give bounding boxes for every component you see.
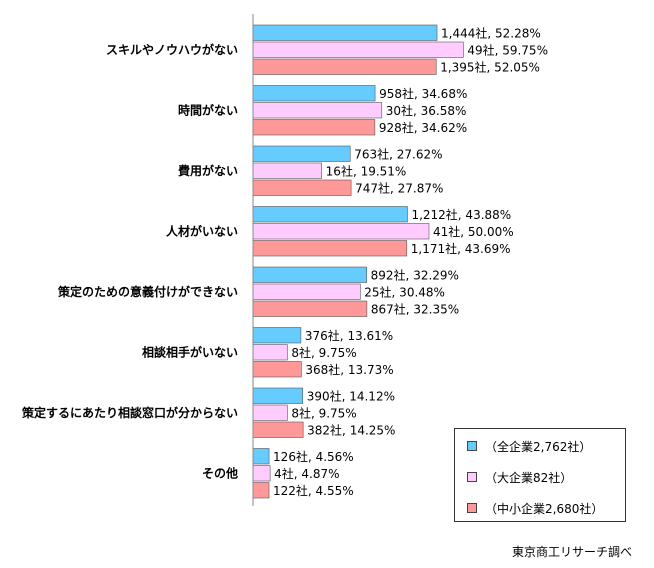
data-label: 8社, 9.75% bbox=[291, 345, 356, 360]
category-label: 相談相手がいない bbox=[142, 344, 238, 359]
bar bbox=[252, 102, 383, 119]
legend-item-large: （大企業82社） bbox=[467, 469, 572, 485]
category-label: 策定のための意義付けができない bbox=[58, 284, 238, 299]
legend-item-sme: （中小企業2,680社） bbox=[467, 500, 603, 516]
data-label: 49社, 59.75% bbox=[467, 43, 548, 58]
data-label: 4社, 4.87% bbox=[274, 466, 339, 481]
category-label: 策定するにあたり相談窓口が分からない bbox=[22, 405, 238, 420]
data-label: 41社, 50.00% bbox=[433, 224, 514, 239]
data-label: 30社, 36.58% bbox=[386, 103, 467, 118]
data-label: 8社, 9.75% bbox=[291, 406, 356, 421]
legend-swatch-all bbox=[467, 441, 477, 451]
data-label: 25社, 30.48% bbox=[364, 285, 445, 300]
legend-label-sme: （中小企業2,680社） bbox=[485, 501, 604, 516]
category-label: スキルやノウハウがない bbox=[106, 42, 238, 57]
bar bbox=[252, 179, 352, 196]
legend-label-all: （全企業2,762社） bbox=[485, 439, 592, 454]
bar bbox=[252, 119, 376, 136]
legend-label-large: （大企業82社） bbox=[485, 470, 573, 485]
category-label: 費用がない bbox=[178, 163, 238, 178]
bar bbox=[252, 145, 351, 162]
category-label: その他 bbox=[202, 465, 238, 480]
data-label: 376社, 13.61% bbox=[305, 328, 393, 343]
bar bbox=[252, 85, 376, 102]
bar bbox=[252, 448, 270, 465]
data-label: 747社, 27.87% bbox=[355, 181, 443, 196]
data-label: 382社, 14.25% bbox=[307, 423, 395, 438]
data-label: 1,212社, 43.88% bbox=[411, 207, 511, 222]
bar bbox=[252, 361, 302, 378]
source-note: 東京商工リサーチ調べ bbox=[511, 545, 632, 559]
bar bbox=[252, 206, 408, 223]
bar bbox=[252, 223, 430, 240]
bar bbox=[252, 300, 368, 317]
data-label: 1,171社, 43.69% bbox=[411, 241, 511, 256]
legend-item-all: （全企業2,762社） bbox=[467, 438, 591, 454]
data-label: 892社, 32.29% bbox=[371, 268, 459, 283]
bar bbox=[252, 283, 361, 300]
data-label: 1,395社, 52.05% bbox=[440, 60, 540, 75]
data-label: 1,444社, 52.28% bbox=[441, 26, 541, 41]
bar bbox=[252, 266, 367, 283]
data-label: 126社, 4.56% bbox=[273, 449, 354, 464]
legend: （全企業2,762社） （大企業82社） （中小企業2,680社） bbox=[454, 428, 626, 522]
category-label: 人材がいない bbox=[166, 223, 238, 238]
bar bbox=[252, 421, 304, 438]
data-label: 928社, 34.62% bbox=[379, 120, 467, 135]
bar bbox=[252, 482, 270, 499]
data-label: 368社, 13.73% bbox=[305, 362, 393, 377]
bar bbox=[252, 465, 271, 482]
bar bbox=[252, 41, 464, 58]
legend-swatch-sme bbox=[467, 503, 477, 513]
bar bbox=[252, 58, 437, 75]
category-label: 時間がない bbox=[178, 102, 238, 117]
data-label: 390社, 14.12% bbox=[307, 389, 395, 404]
bar bbox=[252, 344, 288, 361]
data-label: 763社, 27.62% bbox=[354, 147, 442, 162]
bar bbox=[252, 240, 408, 257]
bar bbox=[252, 404, 288, 421]
bar bbox=[252, 387, 304, 404]
legend-swatch-large bbox=[467, 472, 477, 482]
data-label: 958社, 34.68% bbox=[379, 86, 467, 101]
data-label: 122社, 4.55% bbox=[273, 483, 354, 498]
bar bbox=[252, 24, 438, 41]
data-label: 867社, 32.35% bbox=[371, 302, 459, 317]
bar bbox=[252, 327, 302, 344]
data-label: 16社, 19.51% bbox=[326, 164, 407, 179]
bar bbox=[252, 162, 322, 179]
